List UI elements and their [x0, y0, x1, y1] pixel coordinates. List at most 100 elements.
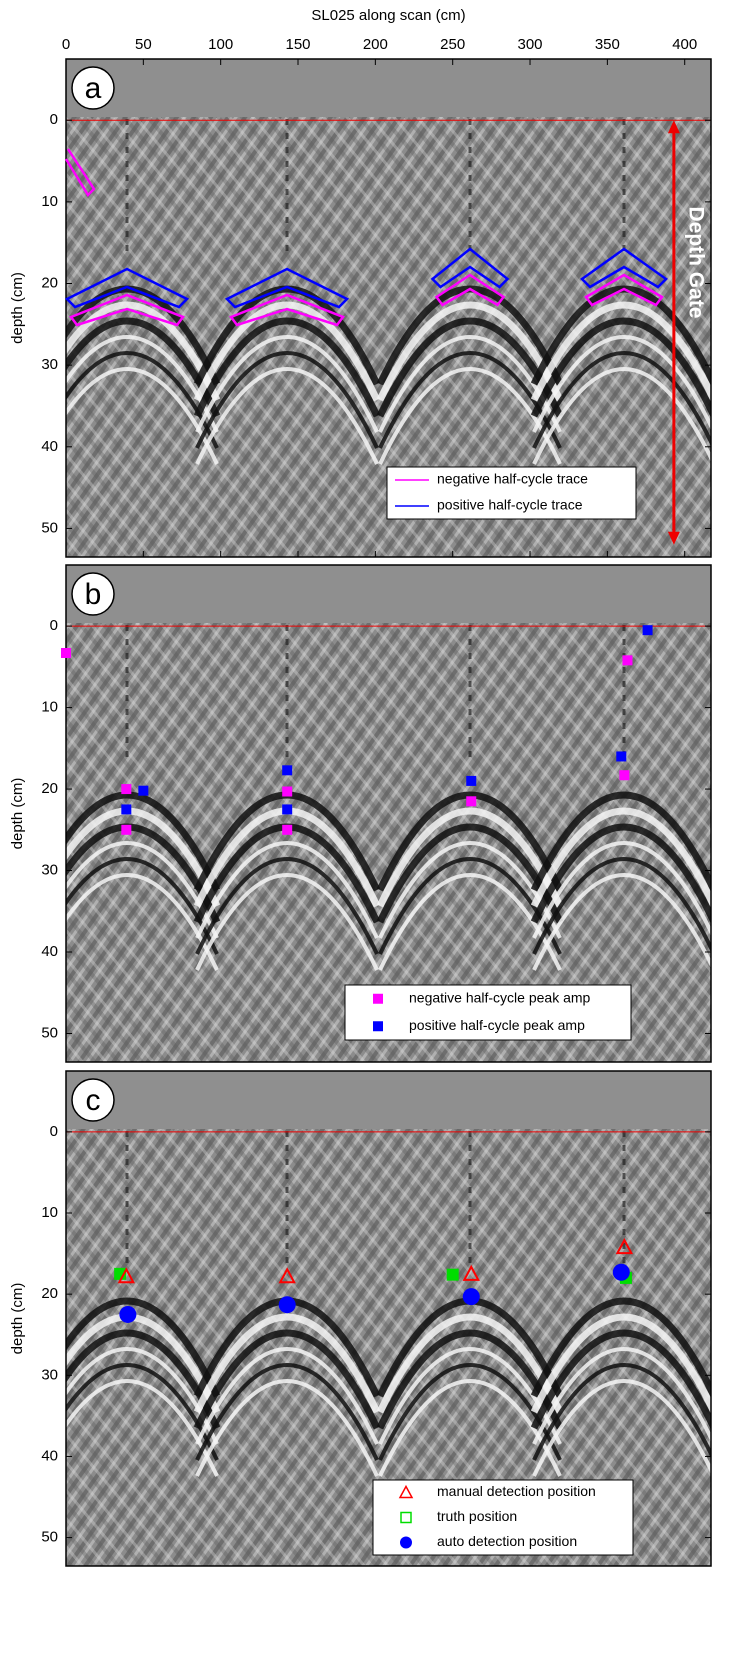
radargram	[66, 59, 711, 557]
hyperbola	[532, 1379, 711, 1477]
y-tick-label: 0	[50, 617, 58, 634]
panel-label-badge	[71, 572, 115, 616]
marker	[642, 625, 653, 636]
x-tick-label: 0	[62, 36, 70, 53]
hyperbola	[195, 857, 379, 955]
arrowhead	[667, 120, 680, 134]
hyperbola	[66, 285, 221, 386]
positive-contour	[430, 247, 510, 289]
legend-label: truth position	[437, 1508, 517, 1524]
negative-contour	[229, 293, 345, 327]
hyperbola	[195, 1363, 379, 1461]
marker	[466, 775, 477, 786]
hyperbola	[530, 317, 711, 418]
y-tick-label: 40	[41, 1447, 58, 1464]
marker	[138, 785, 149, 796]
y-axis-label: depth (cm)	[9, 272, 26, 344]
x-axis-label: SL025 along scan (cm)	[311, 7, 465, 24]
negative-contour	[64, 148, 96, 198]
hyperbola	[532, 367, 711, 465]
x-tick-label: 50	[135, 36, 152, 53]
y-tick-label: 50	[41, 1529, 58, 1546]
legend-marker	[373, 1021, 383, 1032]
marker	[282, 824, 293, 835]
legend-label: auto detection position	[437, 1533, 577, 1549]
hyperbola	[195, 335, 379, 433]
marker	[615, 1237, 634, 1255]
y-tick-label: 30	[41, 1366, 58, 1383]
hyperbola	[193, 301, 381, 402]
y-tick-label: 50	[41, 519, 58, 536]
hyperbola	[66, 351, 219, 449]
hyperbola	[532, 351, 711, 449]
hyperbola	[193, 317, 381, 418]
hyperbola	[195, 351, 379, 449]
hyperbola	[195, 367, 379, 465]
panel-label: a	[85, 72, 102, 105]
hyperbola	[66, 335, 219, 433]
y-tick-label: 10	[41, 699, 58, 716]
panel-label: c	[86, 1084, 101, 1117]
marker	[619, 770, 630, 781]
arrowhead	[667, 531, 680, 545]
panel-label-badge	[71, 66, 115, 110]
hyperbola	[66, 1379, 219, 1477]
x-tick-label: 300	[518, 36, 543, 53]
marker	[616, 751, 627, 762]
y-axis-label: depth (cm)	[9, 1283, 26, 1355]
legend-box	[386, 466, 637, 520]
marker	[462, 1288, 480, 1306]
marker	[466, 796, 477, 807]
air-band	[66, 565, 711, 623]
hyperbola	[532, 873, 711, 971]
hyperbola	[530, 807, 711, 908]
y-tick-label: 30	[41, 862, 58, 879]
marker	[622, 655, 633, 666]
hyperbola	[66, 317, 221, 418]
marker	[278, 1296, 296, 1314]
hyperbola	[66, 1329, 221, 1430]
legend-marker	[398, 1484, 414, 1499]
y-axis-label: depth (cm)	[9, 778, 26, 850]
y-tick-label: 50	[41, 1024, 58, 1041]
hyperbola	[195, 841, 379, 939]
positive-contour	[580, 247, 668, 289]
y-tick-label: 10	[41, 193, 58, 210]
marker	[61, 647, 71, 658]
air-band	[66, 59, 711, 117]
hyperbola	[376, 791, 564, 892]
hyperbola	[193, 1313, 381, 1414]
marker	[462, 1264, 480, 1281]
negative-contour	[69, 293, 185, 327]
legend-box	[372, 1479, 634, 1556]
marker	[278, 1267, 296, 1284]
hyperbola	[66, 857, 219, 955]
x-tick-label: 100	[208, 36, 233, 53]
legend-marker	[373, 993, 383, 1004]
hyperbola	[376, 1313, 564, 1414]
y-tick-label: 0	[50, 1123, 58, 1140]
hyperbola	[378, 1379, 562, 1477]
legend-label: manual detection position	[437, 1483, 596, 1499]
panel-label: b	[85, 578, 102, 611]
hyperbola	[195, 873, 379, 971]
hyperbola	[66, 1363, 219, 1461]
hyperbola	[376, 301, 564, 402]
hyperbola	[66, 791, 221, 892]
y-tick-label: 30	[41, 356, 58, 373]
x-tick-label: 350	[595, 36, 620, 53]
hyperbola	[378, 873, 562, 971]
marker	[121, 804, 132, 815]
marker	[121, 784, 132, 795]
marker	[119, 1305, 137, 1323]
x-tick-label: 400	[672, 36, 697, 53]
y-tick-label: 20	[41, 780, 58, 797]
positive-contour	[64, 267, 190, 309]
annotation: Depth Gate	[684, 206, 707, 318]
y-tick-label: 40	[41, 943, 58, 960]
y-tick-label: 0	[50, 111, 58, 128]
marker	[282, 786, 293, 797]
marker	[446, 1268, 459, 1281]
hyperbola	[532, 1347, 711, 1445]
